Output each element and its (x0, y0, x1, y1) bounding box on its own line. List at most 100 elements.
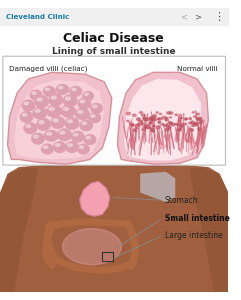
Text: Cleveland Clinic: Cleveland Clinic (6, 14, 69, 20)
Ellipse shape (166, 129, 169, 131)
Ellipse shape (138, 122, 143, 125)
Ellipse shape (24, 122, 37, 134)
Ellipse shape (45, 88, 50, 91)
Ellipse shape (141, 114, 145, 116)
Ellipse shape (162, 124, 163, 125)
Ellipse shape (36, 118, 51, 130)
Ellipse shape (185, 118, 187, 120)
Bar (102, 252, 113, 261)
Ellipse shape (47, 105, 62, 117)
Ellipse shape (196, 119, 198, 120)
Ellipse shape (84, 93, 88, 95)
Ellipse shape (144, 125, 147, 128)
Ellipse shape (71, 131, 84, 142)
Ellipse shape (180, 117, 183, 119)
Ellipse shape (151, 129, 154, 131)
Ellipse shape (57, 129, 72, 141)
Ellipse shape (196, 113, 200, 115)
Text: ⋮: ⋮ (213, 12, 224, 22)
Ellipse shape (146, 118, 149, 121)
Text: Stomach: Stomach (165, 196, 199, 205)
Ellipse shape (51, 116, 65, 129)
Ellipse shape (22, 113, 27, 116)
Polygon shape (117, 72, 208, 164)
Ellipse shape (73, 133, 78, 136)
Ellipse shape (80, 120, 93, 131)
Ellipse shape (56, 84, 69, 94)
Text: <: < (180, 13, 187, 22)
Ellipse shape (134, 129, 136, 131)
Ellipse shape (80, 100, 85, 103)
Ellipse shape (65, 142, 79, 153)
Ellipse shape (189, 118, 191, 120)
Ellipse shape (196, 118, 199, 120)
Ellipse shape (155, 119, 158, 120)
Ellipse shape (198, 117, 201, 120)
Polygon shape (80, 181, 110, 216)
Polygon shape (7, 72, 112, 164)
Ellipse shape (159, 113, 161, 115)
Ellipse shape (150, 118, 154, 121)
Ellipse shape (35, 109, 40, 112)
Ellipse shape (199, 118, 202, 119)
Ellipse shape (66, 97, 70, 100)
Ellipse shape (146, 127, 148, 128)
Ellipse shape (60, 131, 65, 134)
Polygon shape (124, 79, 201, 160)
Ellipse shape (170, 117, 172, 118)
Ellipse shape (20, 111, 33, 122)
Ellipse shape (144, 127, 146, 128)
Ellipse shape (53, 142, 66, 153)
Ellipse shape (178, 124, 180, 125)
Ellipse shape (147, 124, 149, 126)
Ellipse shape (179, 128, 181, 130)
Ellipse shape (43, 146, 48, 148)
Ellipse shape (175, 114, 178, 116)
Ellipse shape (170, 123, 172, 124)
Ellipse shape (195, 124, 198, 126)
Text: Damaged villi (celiac): Damaged villi (celiac) (9, 66, 88, 72)
Ellipse shape (86, 136, 90, 139)
Ellipse shape (185, 118, 187, 120)
Ellipse shape (127, 120, 129, 122)
Ellipse shape (90, 103, 103, 113)
Ellipse shape (68, 144, 72, 146)
Ellipse shape (179, 126, 182, 128)
Ellipse shape (82, 91, 94, 101)
Polygon shape (14, 80, 104, 160)
Ellipse shape (158, 118, 160, 119)
Ellipse shape (89, 112, 101, 123)
Ellipse shape (32, 92, 36, 94)
Ellipse shape (149, 122, 152, 124)
Ellipse shape (161, 116, 166, 119)
Ellipse shape (144, 118, 146, 120)
Ellipse shape (147, 126, 150, 128)
Ellipse shape (22, 100, 35, 111)
Ellipse shape (175, 123, 178, 125)
Ellipse shape (131, 123, 133, 125)
Ellipse shape (169, 112, 173, 114)
Ellipse shape (93, 105, 97, 108)
Ellipse shape (158, 121, 161, 123)
Ellipse shape (189, 122, 192, 124)
Ellipse shape (151, 122, 153, 123)
Ellipse shape (79, 146, 84, 148)
Ellipse shape (199, 120, 203, 123)
Ellipse shape (136, 128, 138, 129)
Ellipse shape (78, 98, 91, 109)
Ellipse shape (70, 86, 82, 97)
Ellipse shape (137, 118, 140, 121)
Ellipse shape (165, 124, 168, 127)
Ellipse shape (159, 118, 162, 120)
Ellipse shape (151, 128, 153, 129)
Ellipse shape (171, 123, 175, 126)
Ellipse shape (53, 119, 58, 122)
Text: Small intestine: Small intestine (165, 214, 230, 223)
Ellipse shape (144, 118, 147, 121)
Ellipse shape (177, 129, 180, 131)
Ellipse shape (67, 120, 72, 123)
Ellipse shape (37, 98, 42, 101)
Ellipse shape (150, 116, 153, 119)
Ellipse shape (140, 112, 143, 114)
Ellipse shape (198, 128, 201, 130)
